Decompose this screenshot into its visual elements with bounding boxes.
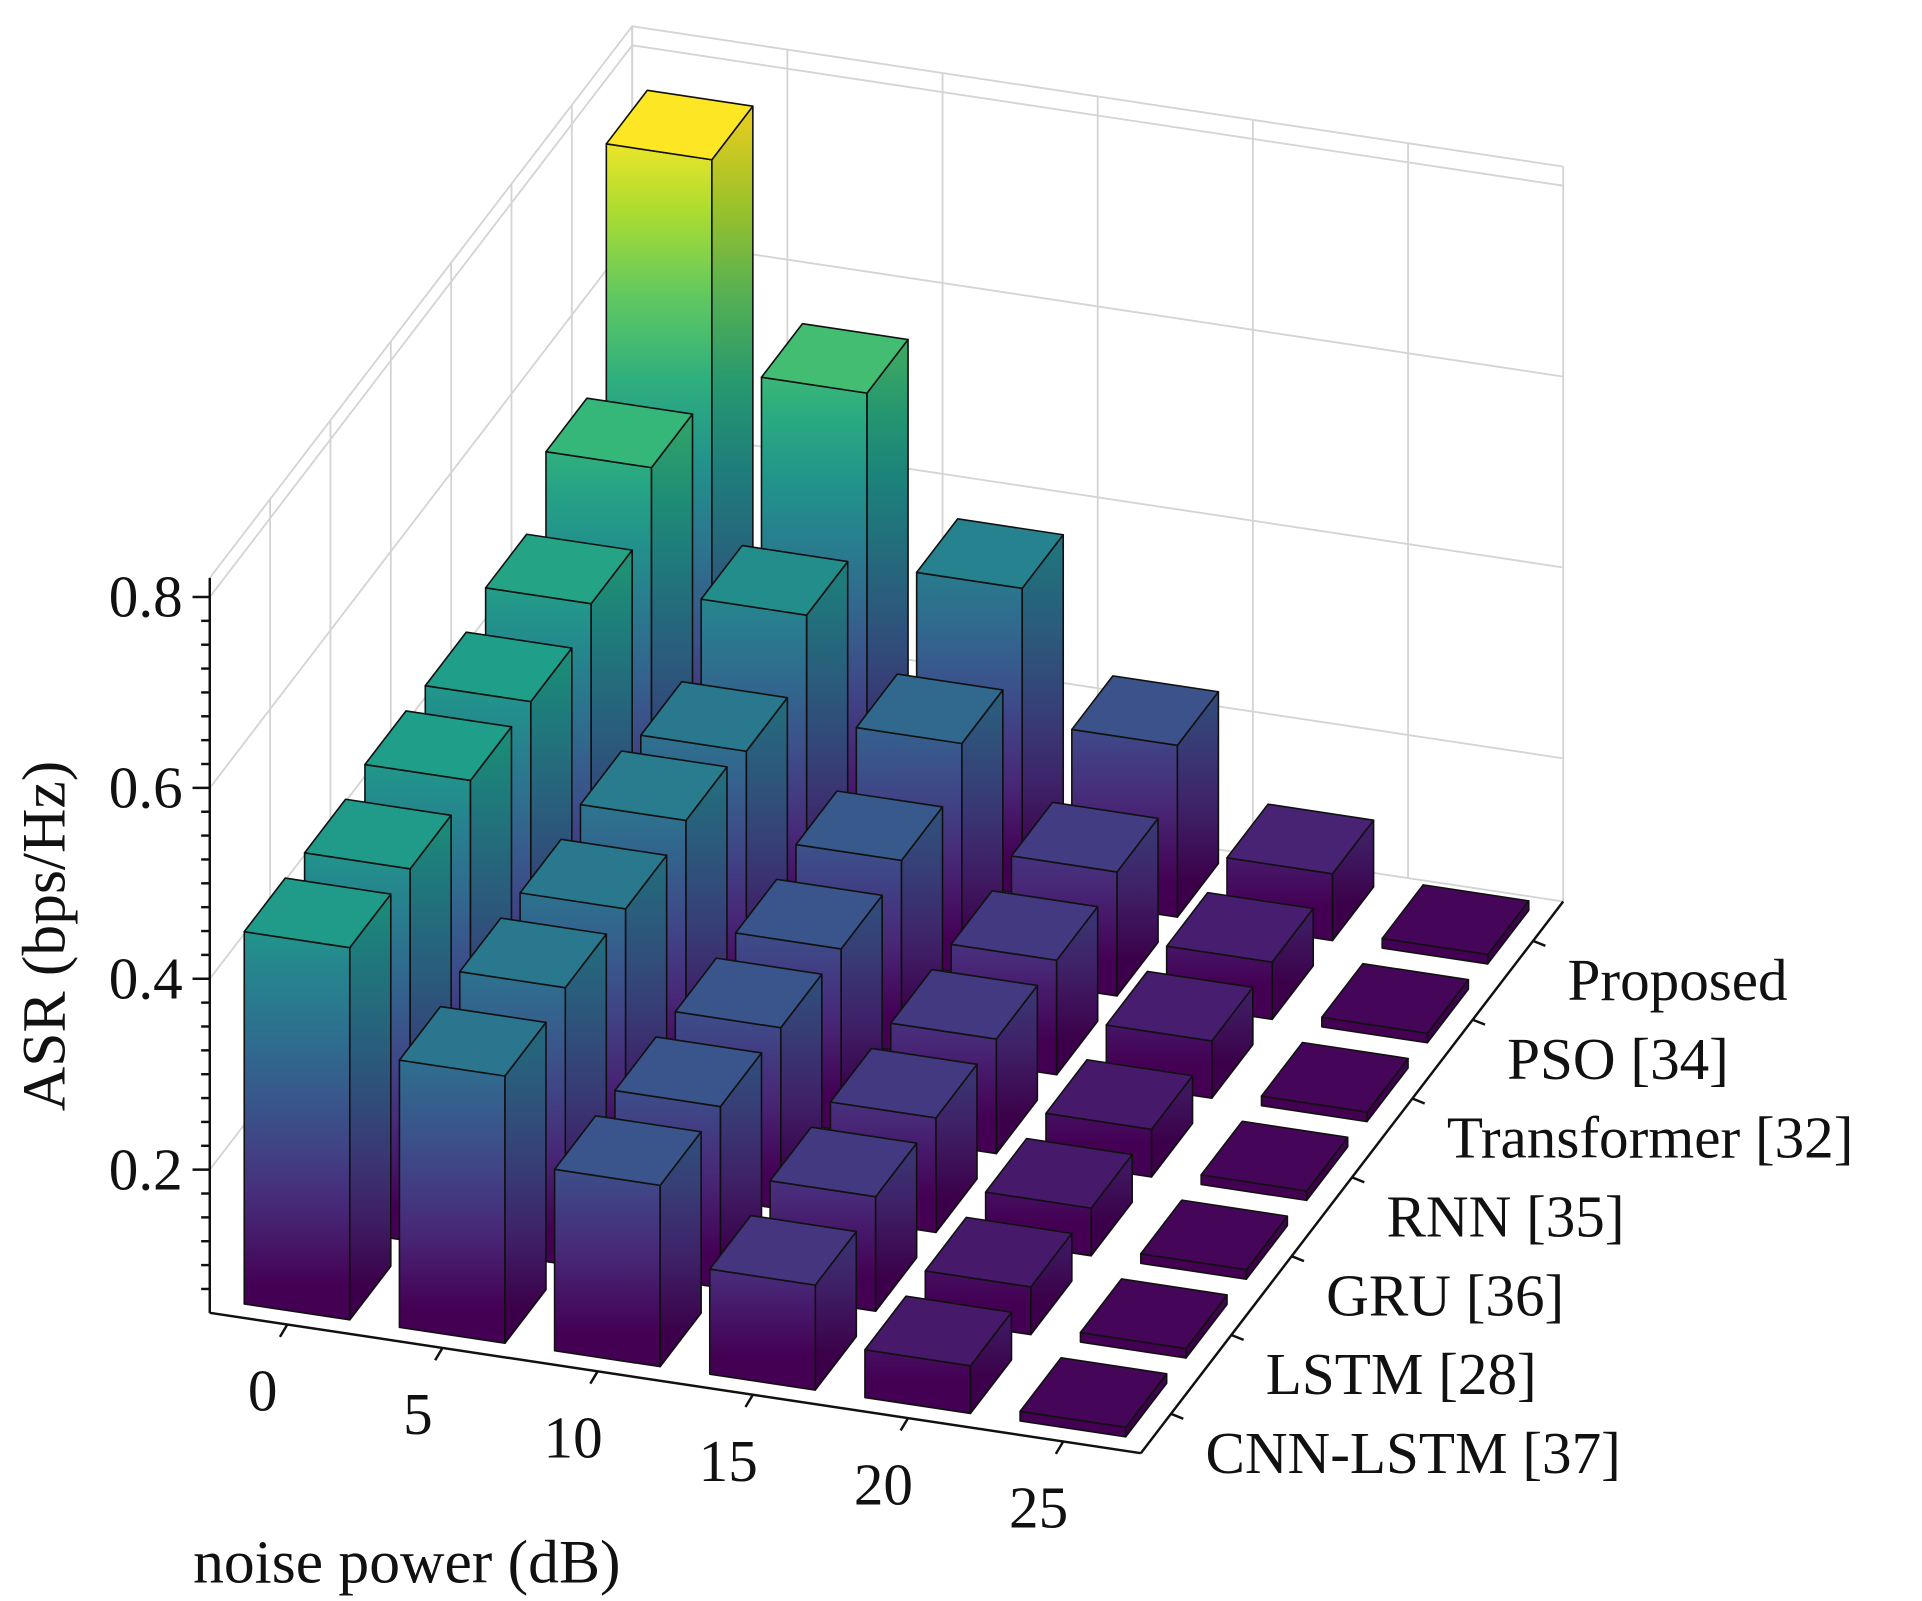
bar-top-face — [924, 1216, 1073, 1288]
bar-front-face — [553, 1168, 661, 1368]
z-tick-label: 0.4 — [109, 945, 183, 1011]
bar — [553, 1114, 702, 1368]
series-tick — [1291, 1255, 1305, 1263]
x-tick-label: 10 — [544, 1405, 603, 1471]
series-label: RNN [35] — [1386, 1183, 1624, 1249]
bar — [1200, 1120, 1349, 1202]
bar — [243, 877, 392, 1321]
bar-top-face — [1019, 1356, 1168, 1429]
z-tick-label: 0.2 — [109, 1136, 183, 1202]
x-tick-label: 15 — [699, 1428, 758, 1494]
bar-top-face — [605, 89, 754, 161]
bar-top-face — [734, 878, 883, 950]
series-label: LSTM [28] — [1266, 1341, 1537, 1407]
bar-top-face — [1045, 1058, 1194, 1131]
bar — [864, 1295, 1013, 1415]
bar-top-face — [545, 397, 694, 469]
bar-top-face — [364, 710, 513, 782]
x-tick-label: 0 — [248, 1358, 278, 1424]
bar-top-face — [950, 889, 1099, 962]
x-tick-label: 25 — [1009, 1475, 1068, 1541]
bar-top-face — [829, 1047, 978, 1119]
bar-top-face — [1010, 801, 1159, 873]
bar-top-face — [1105, 970, 1254, 1042]
x-tick — [744, 1394, 754, 1408]
bar — [1260, 1041, 1409, 1123]
bar-top-face — [1079, 1278, 1228, 1350]
bar-top-face — [398, 1005, 547, 1077]
series-label: Transformer [32] — [1447, 1105, 1854, 1171]
x-tick — [1054, 1440, 1065, 1455]
bar-top-face — [855, 673, 1004, 745]
bar-top-face — [303, 798, 452, 870]
x-tick — [434, 1347, 444, 1361]
axes: 0.2 0.4 0.6 0.8 0 5 10 15 20 25 CNN-LSTM [37] LSTM … — [109, 564, 1854, 1541]
bar-top-face — [458, 917, 608, 989]
bar — [708, 1214, 858, 1391]
bar-top-face — [579, 750, 728, 822]
x-tick — [899, 1417, 910, 1432]
z-tick-label: 0.8 — [109, 564, 183, 630]
bar-top-face — [1071, 675, 1220, 747]
series-tick — [1411, 1097, 1426, 1105]
bar-top-face — [708, 1214, 858, 1286]
bar-front-face — [243, 930, 351, 1321]
bar-top-face — [424, 631, 573, 703]
x-tick-label: 5 — [403, 1381, 433, 1447]
bar — [398, 1005, 547, 1345]
bar-top-face — [484, 533, 633, 605]
bar-front-face — [398, 1059, 506, 1345]
series-tick — [1170, 1412, 1184, 1420]
bar — [1079, 1278, 1228, 1359]
series-label: PSO [34] — [1507, 1026, 1729, 1092]
bar-top-face — [700, 544, 849, 616]
bar-top-face — [984, 1137, 1133, 1209]
bar-top-face — [795, 790, 944, 862]
bar-top-face — [1381, 884, 1530, 956]
bar-top-face — [890, 968, 1039, 1040]
bar-top-face — [769, 1126, 918, 1198]
series-label: Proposed — [1568, 947, 1788, 1013]
series-tick — [1351, 1176, 1365, 1184]
bar-top-face — [864, 1295, 1013, 1367]
bar-top-face — [674, 957, 823, 1029]
bar-front-face — [708, 1268, 817, 1391]
bar-top-face — [1260, 1041, 1409, 1113]
bars — [243, 89, 1530, 1438]
x-tick — [589, 1370, 599, 1385]
bar-top-face — [519, 838, 668, 910]
bar-top-face — [1321, 962, 1470, 1035]
x-axis-label: noise power (dB) — [193, 1529, 620, 1597]
x-tick — [278, 1323, 289, 1338]
bar — [1019, 1356, 1168, 1438]
z-tick-label: 0.6 — [109, 755, 183, 821]
x-axis — [209, 1311, 1141, 1455]
bar — [1071, 675, 1220, 918]
bar-top-face — [760, 322, 909, 394]
series-label: CNN-LSTM [37] — [1205, 1420, 1620, 1486]
series-tick — [1472, 1018, 1486, 1026]
bar-top-face — [553, 1114, 702, 1187]
bar — [1140, 1199, 1289, 1280]
bar-top-face — [1226, 803, 1375, 875]
series-label: GRU [36] — [1326, 1262, 1564, 1328]
bar-top-face — [1165, 891, 1315, 963]
series-tick — [1532, 939, 1546, 947]
series-tick — [1230, 1333, 1245, 1342]
bar — [1381, 884, 1530, 965]
bar-top-face — [614, 1036, 763, 1108]
bar-top-face — [639, 680, 789, 753]
bar-top-face — [915, 518, 1065, 590]
z-axis-label: ASR (bps/Hz) — [10, 761, 78, 1112]
x-tick-label: 20 — [854, 1451, 913, 1517]
bar-top-face — [243, 877, 392, 949]
bar — [1321, 962, 1470, 1044]
bar-top-face — [1200, 1120, 1349, 1192]
bar-top-face — [1140, 1199, 1289, 1271]
